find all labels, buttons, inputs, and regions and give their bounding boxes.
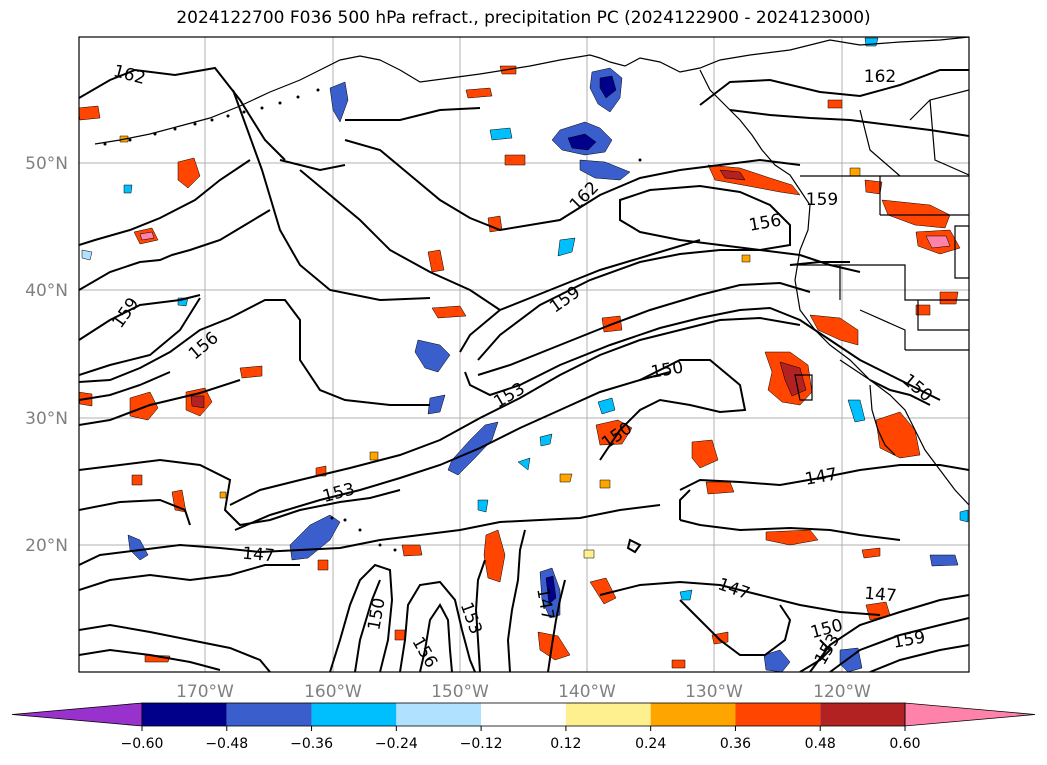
- map-frame: [78, 36, 970, 673]
- contour-162-east: [344, 139, 801, 232]
- lon-label: 130°W: [685, 682, 743, 702]
- contour-label: 162: [864, 67, 896, 87]
- lat-label: 40°N: [25, 281, 68, 301]
- lon-label: 140°W: [558, 682, 616, 702]
- colorbar-tick-label: 0.48: [805, 736, 836, 752]
- contour-147: [79, 504, 661, 566]
- colorbar-segment: [396, 703, 482, 726]
- contour-153: [229, 316, 801, 506]
- colorbar-segment: [565, 703, 651, 726]
- colorbar-extend-low: [11, 702, 143, 727]
- contour-156-jet: [459, 239, 701, 353]
- colorbar-segment: [735, 703, 821, 726]
- lon-label: 170°W: [176, 682, 234, 702]
- lat-label: 30°N: [25, 409, 68, 429]
- colorbar-segment: [226, 703, 312, 726]
- neg-blob-gulf-alaska-core: [567, 133, 597, 151]
- contour-147-south: [79, 623, 271, 672]
- colorbar-tick-label: −0.60: [121, 736, 164, 752]
- colorbar-tick-label: −0.12: [460, 736, 503, 752]
- colorbar-tick-label: 0.12: [550, 736, 581, 752]
- coastlines: [94, 37, 969, 506]
- colorbar-segment: [650, 703, 736, 726]
- contour-159-jet: [477, 249, 861, 361]
- contour-150: [599, 359, 747, 461]
- colorbar-tick-label: −0.48: [205, 736, 248, 752]
- precip-positive-areas: [79, 65, 961, 669]
- figure-title: 2024122700 F036 500 hPa refract., precip…: [176, 8, 871, 28]
- colorbar-segment: [142, 703, 227, 726]
- colorbar-tick-label: 0.24: [635, 736, 666, 752]
- colorbar-segment: [311, 703, 397, 726]
- contour-label: 147: [863, 584, 897, 607]
- colorbar-tick-label: 0.36: [720, 736, 751, 752]
- aleutian-islands: [103, 88, 642, 552]
- colorbar-segment: [481, 703, 566, 726]
- colorbar-border: [141, 702, 906, 727]
- longitude-labels: 170°W 160°W 150°W 140°W 130°W 120°W: [176, 682, 871, 702]
- colorbar: −0.60 −0.48 −0.36 −0.24 −0.12 0.12 0.24 0.36 0.4…: [11, 702, 1036, 752]
- colorbar-tick-label: −0.36: [290, 736, 333, 752]
- alaska-coast: [94, 37, 969, 145]
- contour-labels: 162 162 162 159 159 159 156 156 153 153 …: [108, 61, 936, 671]
- map-background: [79, 37, 969, 672]
- refractivity-contours: [79, 66, 969, 672]
- colorbar-extend-high: [904, 702, 1036, 727]
- lon-label: 150°W: [431, 682, 489, 702]
- contour-label: 147: [241, 544, 275, 567]
- colorbar-tick-label: −0.24: [375, 736, 418, 752]
- colorbar-segment: [820, 703, 905, 726]
- lon-label: 120°W: [813, 682, 871, 702]
- latitude-labels: 50°N 40°N 30°N 20°N: [25, 154, 68, 556]
- lat-label: 50°N: [25, 154, 68, 174]
- contour-162-west: [79, 66, 286, 161]
- colorbar-tick-label: 0.60: [889, 736, 920, 752]
- contour-label: 159: [806, 190, 838, 210]
- lat-label: 20°N: [25, 536, 68, 556]
- lon-label: 160°W: [304, 682, 362, 702]
- precip-negative-areas: [81, 37, 969, 672]
